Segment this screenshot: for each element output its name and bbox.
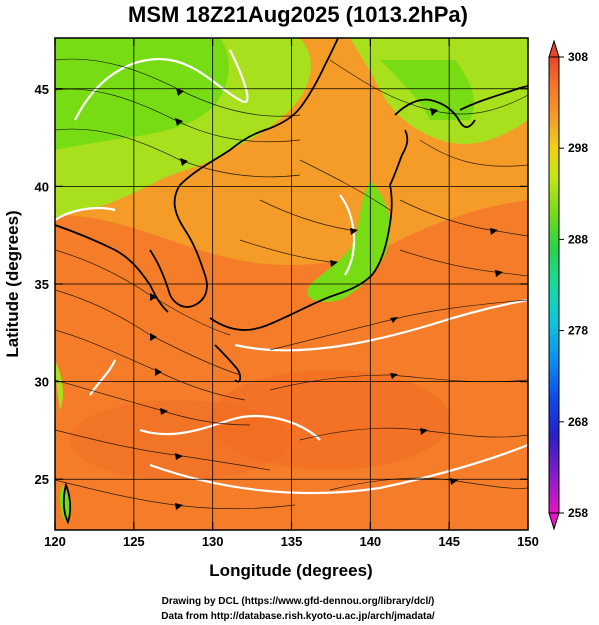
colorbar: 308 298 288 278 268 258: [548, 39, 588, 531]
colorbar-tick-label: 258: [568, 506, 588, 520]
colorbar-tick-label: 298: [568, 141, 588, 155]
warm-region: [70, 400, 290, 480]
warm-region: [210, 370, 450, 470]
x-tick-label: 135: [281, 534, 303, 549]
x-tick-label: 120: [44, 534, 66, 549]
y-axis: 25 30 35 40 45: [35, 82, 528, 487]
x-tick-label: 145: [438, 534, 460, 549]
x-axis-label: Longitude (degrees): [209, 561, 372, 580]
credit-data: Data from http://database.rish.kyoto-u.a…: [161, 611, 435, 622]
land-region: [55, 38, 230, 150]
y-tick-label: 30: [35, 375, 49, 390]
coastlines: [55, 38, 528, 525]
colorbar-tick-label: 278: [568, 324, 588, 338]
colorbar-max-arrow: [548, 39, 560, 58]
x-tick-label: 130: [202, 534, 224, 549]
y-tick-label: 45: [35, 82, 49, 97]
colorbar-gradient: [548, 56, 560, 514]
x-axis: 120 125 130 135 140 145 150: [44, 38, 539, 549]
colorbar-tick-label: 268: [568, 415, 588, 429]
y-tick-label: 35: [35, 277, 49, 292]
wind-arrowheads: [150, 88, 503, 510]
y-tick-label: 25: [35, 472, 49, 487]
temperature-contours: [55, 49, 528, 495]
colorbar-tick-label: 288: [568, 232, 588, 246]
y-axis-label: Latitude (degrees): [3, 210, 22, 357]
credit-drawing: Drawing by DCL (https://www.gfd-dennou.o…: [162, 596, 435, 607]
x-tick-label: 125: [123, 534, 145, 549]
wind-streamlines: [55, 58, 528, 510]
land-region: [307, 180, 390, 302]
colorbar-min-arrow: [548, 512, 560, 531]
chart-title: MSM 18Z21Aug2025 (1013.2hPa): [128, 2, 468, 27]
y-tick-label: 40: [35, 179, 49, 194]
x-tick-label: 150: [517, 534, 539, 549]
colorbar-tick-label: 308: [568, 50, 588, 64]
land-region: [380, 60, 475, 120]
land-region: [55, 360, 63, 410]
grid-lines: [55, 38, 528, 530]
x-tick-label: 140: [359, 534, 381, 549]
